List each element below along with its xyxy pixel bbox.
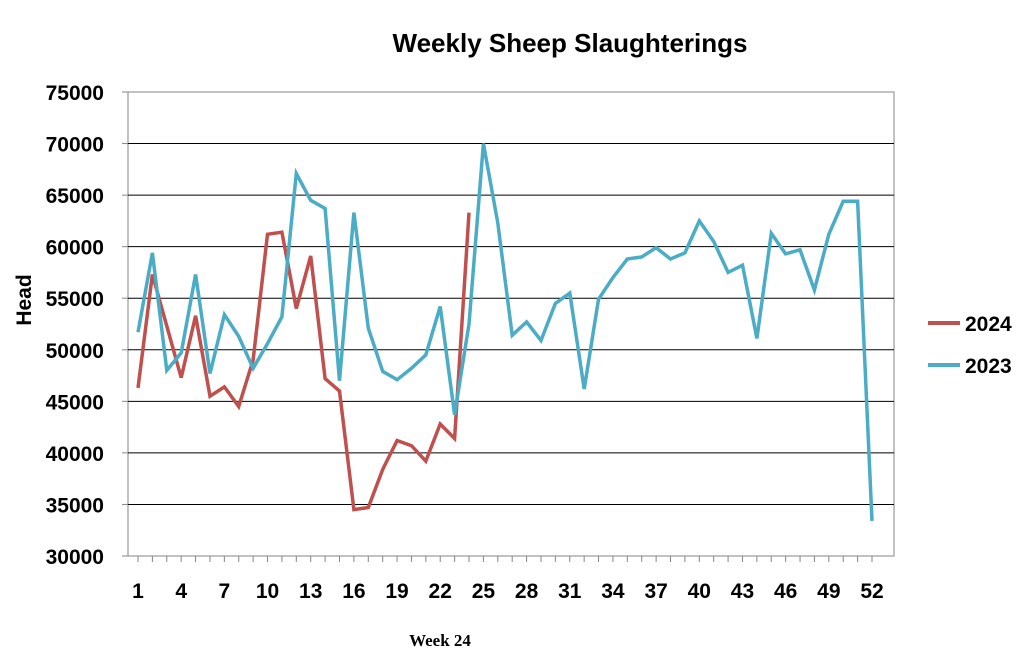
x-tick-label: 43 [731,580,754,603]
y-tick-label: 30000 [46,546,104,569]
series-line-2023 [136,143,874,521]
y-tick-label: 40000 [46,443,104,466]
x-tick-label: 19 [385,580,408,603]
x-tick-label: 52 [860,580,883,603]
x-tick-label: 46 [774,580,797,603]
x-tick-label: 4 [175,580,187,603]
x-tick-label: 7 [219,580,231,603]
x-tick-label: 34 [601,580,625,603]
week-footnote: Week 24 [409,631,471,650]
x-tick-label: 10 [256,580,279,603]
x-tick-label: 31 [558,580,582,603]
y-tick-label: 35000 [46,494,104,517]
x-tick-label: 37 [644,580,667,603]
x-tick-label: 22 [429,580,452,603]
x-tick-label: 40 [688,580,711,603]
y-tick-label: 45000 [46,391,104,414]
y-tick-label: 75000 [46,82,104,105]
chart-title: Weekly Sheep Slaughterings [392,28,748,58]
series-line-2024 [136,212,471,512]
x-tick-label: 16 [342,580,365,603]
x-tick-label: 13 [299,580,322,603]
legend-label-2024: 2024 [965,313,1012,336]
y-tick-label: 50000 [46,340,104,363]
x-tick-label: 49 [817,580,840,603]
legend-label-2023: 2023 [965,355,1012,378]
x-tick-label: 28 [515,580,539,603]
y-tick-label: 60000 [46,237,104,260]
x-tick-label: 1 [132,580,144,603]
plot-area [127,91,895,557]
y-tick-label: 70000 [46,134,104,157]
y-tick-label: 55000 [46,288,104,311]
y-tick-label: 65000 [46,185,104,208]
y-axis-label: Head [13,274,36,325]
x-tick-label: 25 [472,580,496,603]
